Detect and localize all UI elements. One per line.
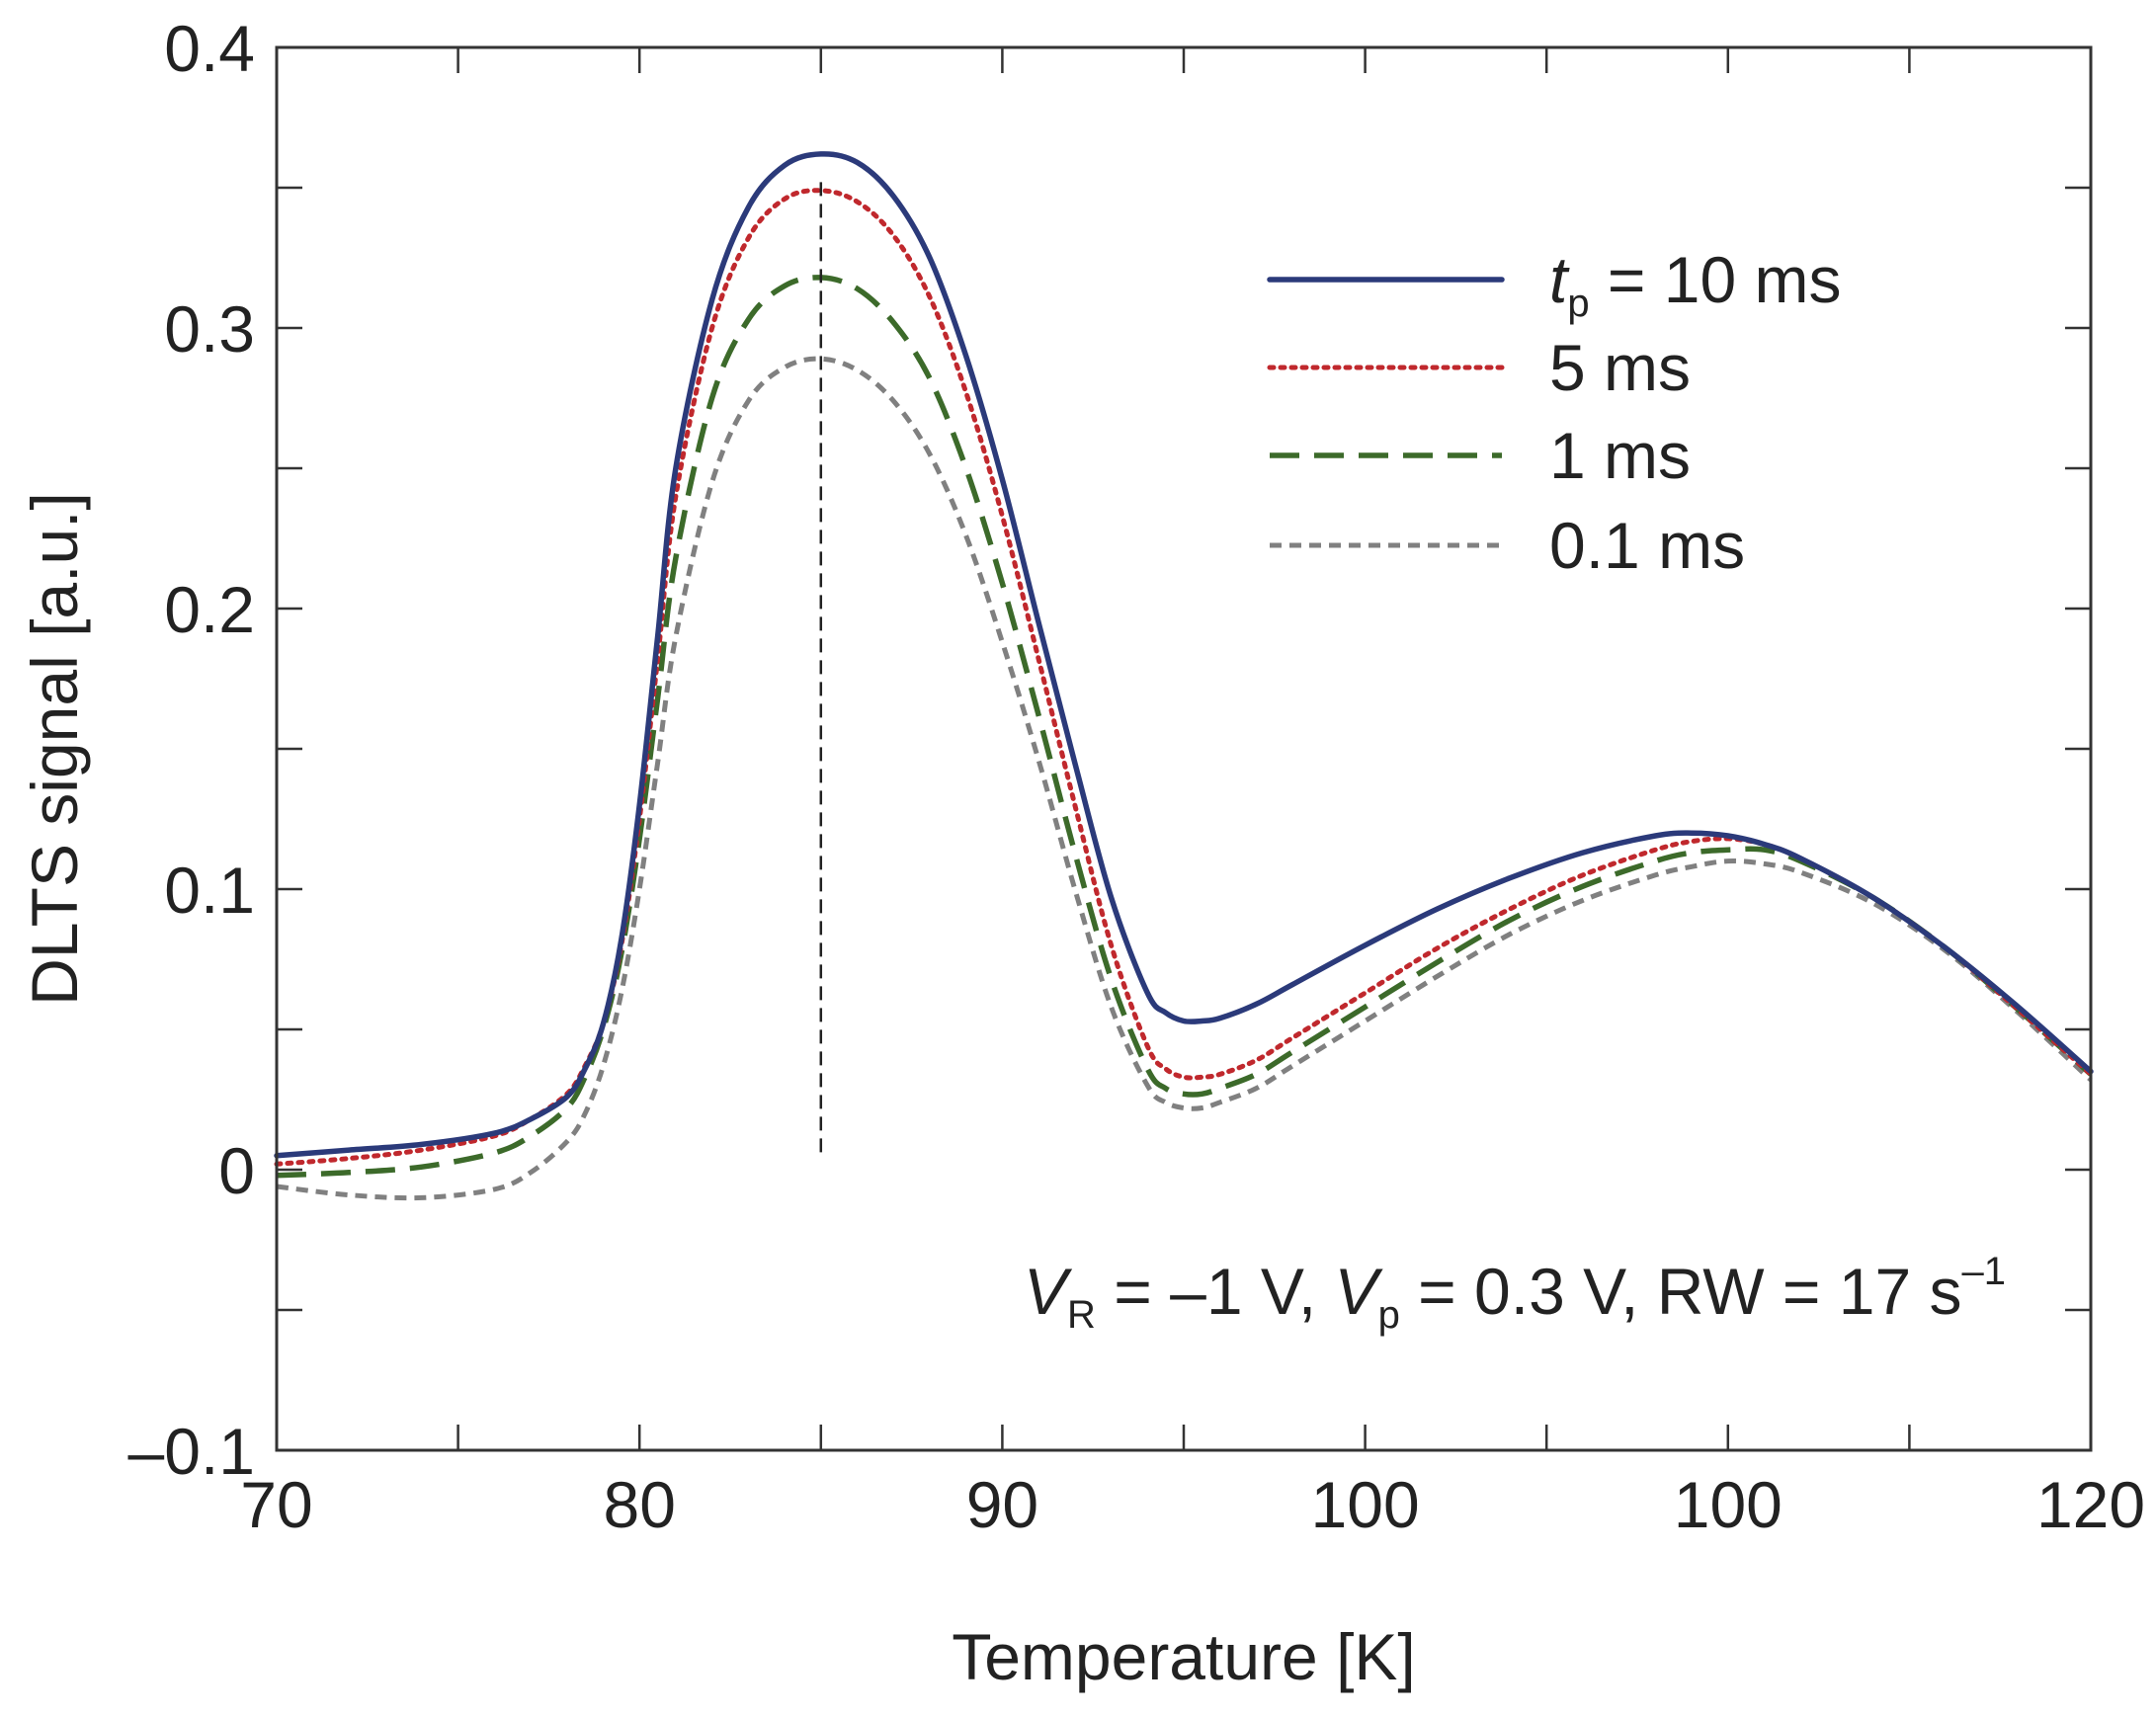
y-tick-label: 0.3 xyxy=(164,292,255,366)
y-axis-label: DLTS signal [a.u.] xyxy=(18,492,91,1006)
legend-subscript-p: p xyxy=(1567,282,1589,325)
legend-label-5ms: 5 ms xyxy=(1549,331,1691,404)
anno-vr-symbol: V xyxy=(1024,1255,1073,1328)
legend-label-0.1ms: 0.1 ms xyxy=(1549,509,1745,582)
y-tick-label: –0.1 xyxy=(128,1415,255,1488)
measurement-conditions: VR = –1 V, Vp = 0.3 V, RW = 17 s–1 xyxy=(1024,1250,2006,1337)
x-tick-label: 100 xyxy=(1311,1468,1420,1541)
y-tick-label: 0.1 xyxy=(164,854,255,927)
x-tick-label: 120 xyxy=(2036,1468,2145,1541)
tick-labels: 70 80 90 100 100 120 –0.1 0 0.1 0.2 0.3 0.4 xyxy=(128,12,2146,1541)
series-line-0.1ms xyxy=(276,356,2093,1201)
x-tick-label: 80 xyxy=(603,1468,675,1541)
y-tick-label: 0.2 xyxy=(164,573,255,646)
anno-vp-symbol: V xyxy=(1335,1255,1384,1328)
anno-vr-value: = –1 V, xyxy=(1096,1255,1335,1328)
x-tick-label: 100 xyxy=(1674,1468,1783,1541)
legend: tp = 10 ms 5 ms 1 ms 0.1 ms xyxy=(1267,243,1842,582)
legend-symbol-t: t xyxy=(1549,243,1570,316)
legend-label-1ms: 1 ms xyxy=(1549,419,1691,492)
x-axis-label: Temperature [K] xyxy=(952,1620,1416,1693)
anno-vp-subscript: p xyxy=(1378,1293,1400,1337)
series-line-10ms xyxy=(274,151,2094,1159)
legend-label-10ms: tp = 10 ms xyxy=(1549,243,1842,325)
y-tick-label: 0 xyxy=(218,1134,255,1207)
anno-rw-exponent: –1 xyxy=(1962,1250,2007,1293)
legend-text-10ms: = 10 ms xyxy=(1590,243,1842,316)
plot-frame xyxy=(275,45,2093,1452)
plot-area xyxy=(274,151,2094,1201)
x-tick-label: 70 xyxy=(240,1468,312,1541)
x-tick-label: 90 xyxy=(966,1468,1038,1541)
y-tick-label: 0.4 xyxy=(164,12,255,85)
anno-vp-value: = 0.3 V, RW = 17 s xyxy=(1400,1255,1962,1328)
anno-vr-subscript: R xyxy=(1067,1293,1096,1337)
